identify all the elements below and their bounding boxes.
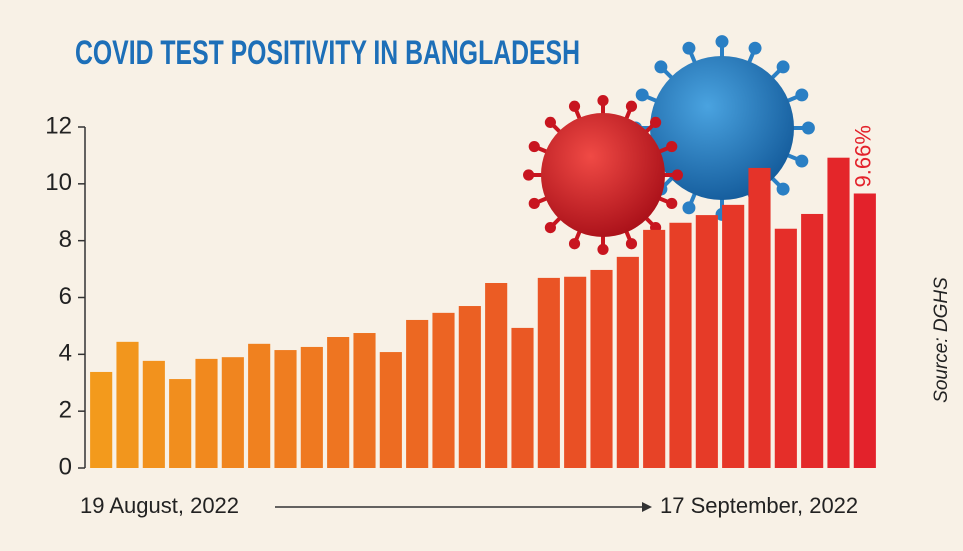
bar (169, 379, 192, 468)
virus-knob (801, 121, 815, 135)
bar (564, 276, 587, 468)
y-tick-label: 12 (45, 112, 72, 139)
virus-knob (625, 100, 638, 112)
bar (669, 222, 692, 468)
start-date: 19 August, 2022 (80, 493, 239, 518)
virus-knob (568, 238, 581, 250)
bar (353, 333, 376, 468)
bar (458, 306, 481, 468)
value-label: 9.66% (851, 125, 876, 187)
virus-knob (650, 116, 662, 128)
virus-knob (523, 169, 535, 181)
bar (432, 312, 455, 468)
bar (195, 358, 218, 468)
virus-knob (795, 88, 809, 102)
bar (643, 229, 666, 468)
bar (616, 256, 639, 468)
virus-knob (776, 60, 790, 74)
source: Source: DGHS (931, 277, 952, 403)
bar (827, 157, 850, 468)
bar (722, 204, 745, 468)
bar (695, 215, 718, 468)
bar (537, 277, 560, 468)
virus-body (541, 113, 665, 237)
bar (406, 319, 429, 468)
bar (590, 269, 613, 468)
y-tick-label: 10 (45, 169, 72, 196)
bar (511, 327, 534, 468)
virus-body (650, 56, 794, 200)
bar (274, 350, 297, 468)
bar (90, 371, 113, 468)
bar (748, 167, 771, 469)
bar (801, 213, 824, 468)
bar (221, 357, 244, 468)
virus-knob (528, 140, 540, 153)
virus-knob (682, 41, 696, 55)
bar (327, 336, 350, 468)
y-tick-label: 2 (59, 397, 72, 424)
bar (774, 228, 797, 468)
y-tick-label: 0 (59, 453, 72, 480)
bar (853, 193, 876, 468)
bar (142, 360, 165, 468)
bar (116, 341, 139, 468)
virus-knob (597, 243, 609, 255)
virus-knob (635, 88, 649, 102)
end-date: 17 September, 2022 (660, 493, 858, 518)
virus-knob (715, 35, 729, 49)
virus-knob (666, 197, 678, 210)
bar (485, 283, 508, 468)
virus-knob (568, 100, 581, 112)
y-tick-label: 4 (59, 340, 72, 367)
y-tick-label: 6 (59, 283, 72, 310)
virus-knob (544, 222, 556, 234)
virus-knob (666, 140, 678, 153)
bar (300, 346, 323, 468)
virus-knob (654, 60, 668, 74)
virus-knob (776, 182, 790, 196)
bar (379, 352, 402, 468)
y-tick-label: 8 (59, 226, 72, 253)
arrow-head (642, 502, 652, 512)
chart-title: COVID TEST POSITIVITY IN BANGLADESH (75, 34, 580, 72)
virus-knob (625, 238, 638, 250)
virus-knob (544, 116, 556, 128)
virus-knob (748, 41, 762, 55)
virus-knob (528, 197, 540, 210)
virus-knob (682, 201, 696, 215)
virus-knob (795, 154, 809, 168)
virus-knob (671, 169, 683, 181)
bar (248, 343, 271, 468)
virus-knob (597, 95, 609, 107)
